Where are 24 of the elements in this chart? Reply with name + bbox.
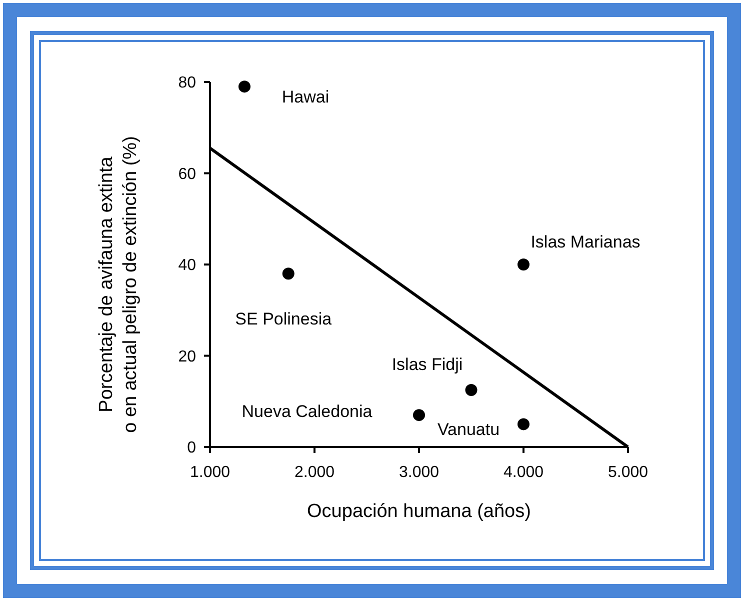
y-axis-title: Porcentaje de avifauna extinta o en actual peligro de extinción (%) (96, 136, 141, 433)
x-tick-label: 1.000 (190, 464, 230, 481)
x-tick-label: 5.000 (608, 464, 648, 481)
point (282, 268, 294, 280)
annotation: Hawai (282, 88, 330, 107)
point (518, 418, 530, 430)
y-tick-label: 0 (187, 440, 196, 457)
y-tick-label: 80 (178, 74, 196, 92)
annotation: SE Polinesia (235, 310, 332, 329)
annotation: Islas Fidji (392, 354, 463, 374)
y-tick-label: 60 (178, 166, 196, 183)
annotation: Nueva Caledonia (242, 402, 373, 422)
point (518, 258, 530, 270)
x-tick-label: 4.000 (503, 464, 544, 481)
point (465, 384, 478, 396)
y-tick-label: 20 (178, 348, 196, 366)
x-axis-title: Ocupación humana (años) (307, 501, 531, 522)
y-tick-label: 40 (178, 257, 196, 274)
x-tick-label: 3.000 (398, 464, 440, 481)
point (413, 409, 425, 422)
x-tick-label: 2.000 (294, 464, 335, 481)
annotation: Vanuatu (437, 420, 500, 440)
point (238, 80, 250, 93)
annotation: Islas Marianas (530, 232, 640, 252)
